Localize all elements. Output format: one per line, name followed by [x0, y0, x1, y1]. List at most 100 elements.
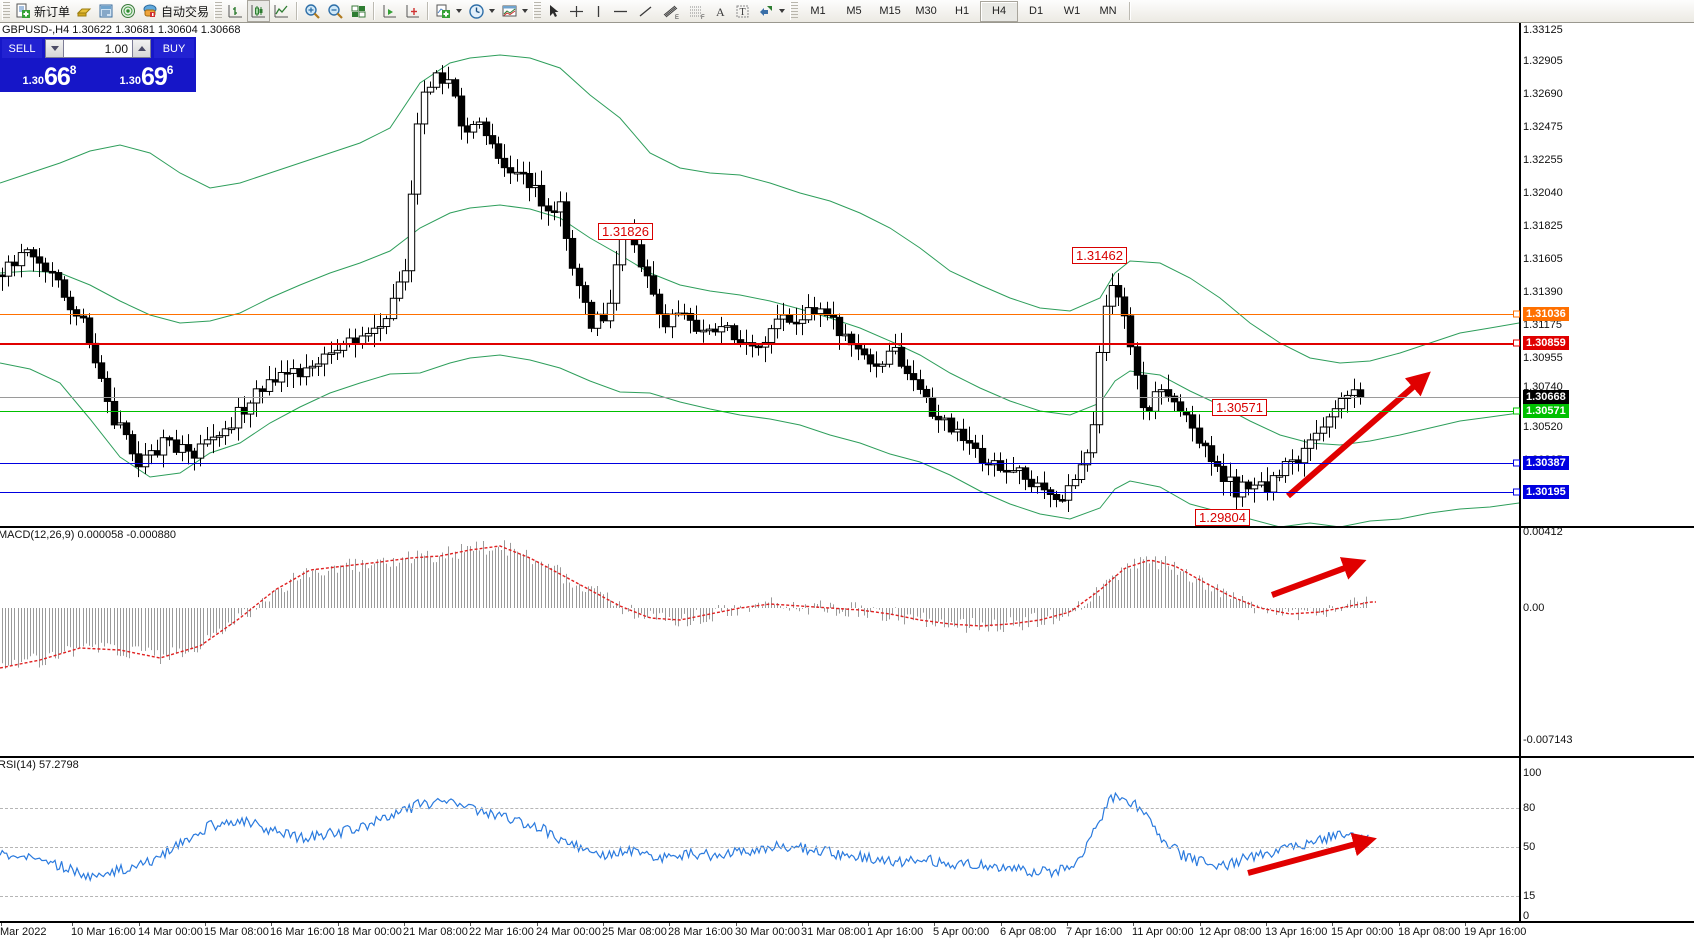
bollinger-middle-band [0, 204, 1519, 446]
rsi-plot-area[interactable] [0, 758, 1519, 921]
bar-chart-button[interactable] [224, 1, 247, 21]
volume-stepper[interactable]: 1.00 [45, 39, 151, 58]
macd-plot-area[interactable] [0, 528, 1519, 756]
tile-windows-button[interactable] [347, 1, 370, 21]
timeframe-h4[interactable]: H4 [980, 0, 1019, 22]
resistance-line-130859[interactable] [0, 343, 1519, 345]
buy-price-display[interactable]: 1.30 69 6 [99, 60, 194, 90]
toolbar-separator-1 [296, 2, 299, 20]
volume-input[interactable]: 1.00 [64, 39, 132, 58]
sell-price-display[interactable]: 1.30 66 8 [2, 60, 99, 90]
horizontal-line-button[interactable] [608, 1, 633, 21]
price-badge-support-2[interactable]: 1.30387 [1523, 456, 1569, 470]
gold-bars-icon [76, 8, 92, 17]
timeframe-mn[interactable]: MN [1099, 5, 1117, 17]
toolbar-grip[interactable] [2, 2, 10, 20]
resistance-line-131036[interactable] [0, 314, 1519, 315]
level-handle[interactable] [1513, 310, 1520, 318]
sell-button[interactable]: SELL [2, 39, 42, 58]
shift-start-button[interactable] [378, 1, 401, 21]
time-axis-tick [1067, 923, 1068, 926]
timeframe-m15[interactable]: M15 [879, 5, 901, 17]
zoom-in-button[interactable] [301, 1, 324, 21]
time-axis-tick [934, 923, 935, 926]
period-dropdown-caret[interactable] [489, 9, 496, 13]
timeframe-m5[interactable]: M5 [846, 5, 862, 17]
one-click-trading-panel[interactable]: GBPUSD-,H4 1.30622 1.30681 1.30604 1.306… [0, 23, 241, 92]
toolbar-separator-3 [427, 2, 430, 20]
price-badge-support-1[interactable]: 1.30571 [1523, 404, 1569, 418]
data-window-button[interactable] [95, 1, 117, 21]
rsi-pane[interactable]: RSI(14) 57.2798 100 80 50 15 0 [0, 758, 1694, 923]
price-badge-support-3[interactable]: 1.30195 [1523, 485, 1569, 499]
buy-button[interactable]: BUY [154, 39, 194, 58]
sell-price-prefix: 1.30 [22, 75, 44, 87]
toolbar-grip-4[interactable] [790, 2, 799, 20]
support-line-130387[interactable] [0, 463, 1519, 464]
annotation-high-1[interactable]: 1.31826 [598, 223, 653, 240]
navigator-button[interactable] [117, 1, 139, 21]
volume-increase-button[interactable] [132, 39, 151, 58]
timeframe-w1[interactable]: W1 [1063, 5, 1081, 17]
macd-pane[interactable]: MACD(12,26,9) 0.000058 -0.000880 0.00412… [0, 526, 1694, 758]
equidistant-channel-button[interactable]: E [658, 1, 684, 21]
arrows-dropdown-caret[interactable] [779, 9, 786, 13]
candlestick-chart-icon [251, 4, 266, 17]
line-chart-button[interactable] [270, 1, 293, 21]
price-badge-resistance-1[interactable]: 1.31036 [1523, 307, 1569, 321]
time-axis-label: 28 Mar 16:00 [668, 926, 733, 938]
annotation-high-2[interactable]: 1.31462 [1072, 247, 1127, 264]
zoom-out-button[interactable] [324, 1, 347, 21]
annotation-low[interactable]: 1.29804 [1195, 509, 1250, 526]
bullish-arrow-main [1286, 371, 1431, 499]
auto-trading-button[interactable]: 自动交易 [139, 1, 212, 21]
main-toolbar: 新订单 自动交易 [0, 0, 1694, 23]
templates-button[interactable] [498, 1, 531, 21]
timeframe-m1[interactable]: M1 [810, 5, 826, 17]
trendline-button[interactable] [633, 1, 658, 21]
toolbar-grip-3[interactable] [533, 2, 542, 20]
time-axis-tick [1200, 923, 1201, 926]
support-line-130195[interactable] [0, 492, 1519, 493]
shift-end-button[interactable] [401, 1, 424, 21]
time-axis-tick [603, 923, 604, 926]
level-handle[interactable] [1513, 339, 1520, 347]
rsi-level-15 [0, 896, 1519, 897]
arrows-button[interactable] [754, 1, 788, 21]
timeframe-h1[interactable]: H1 [955, 5, 970, 17]
text-label-button[interactable]: T [731, 1, 754, 21]
chart-container[interactable]: 1.33125 1.32905 1.32690 1.32475 1.32255 … [0, 23, 1694, 944]
fibonacci-button[interactable]: F [684, 1, 710, 21]
indicators-button[interactable] [432, 1, 465, 21]
volume-decrease-button[interactable] [45, 39, 64, 58]
indicators-dropdown-caret[interactable] [456, 9, 463, 13]
level-handle[interactable] [1513, 459, 1520, 467]
time-axis-label: 19 Apr 16:00 [1464, 926, 1527, 938]
cursor-button[interactable] [543, 1, 564, 21]
time-axis-tick [338, 923, 339, 926]
crosshair-button[interactable] [564, 1, 589, 21]
vertical-line-button[interactable] [589, 1, 608, 21]
price-plot-area[interactable] [0, 23, 1519, 526]
auto-trading-label: 自动交易 [161, 4, 210, 19]
rsi-tick: 50 [1523, 841, 1536, 853]
text-button[interactable]: A [710, 1, 731, 21]
timeframe-m30[interactable]: M30 [915, 5, 937, 17]
price-pane[interactable]: 1.33125 1.32905 1.32690 1.32475 1.32255 … [0, 23, 1694, 528]
timeframe-d1[interactable]: D1 [1029, 5, 1044, 17]
price-badge-resistance-2[interactable]: 1.30859 [1523, 336, 1569, 350]
new-order-button[interactable]: 新订单 [12, 1, 73, 21]
toolbar-grip-2[interactable] [214, 2, 223, 20]
price-tick: 1.32475 [1523, 121, 1563, 133]
candlestick-chart-button[interactable] [247, 0, 271, 22]
period-button[interactable] [465, 1, 498, 21]
templates-dropdown-caret[interactable] [522, 9, 529, 13]
level-handle[interactable] [1513, 488, 1520, 496]
svg-text:E: E [675, 15, 679, 20]
candlesticks [0, 65, 1365, 513]
support-line-130571[interactable] [0, 411, 1519, 412]
price-chart-svg [0, 54, 1519, 526]
annotation-entry[interactable]: 1.30571 [1212, 399, 1267, 416]
level-handle[interactable] [1513, 407, 1520, 415]
market-watch-button[interactable] [73, 1, 95, 21]
